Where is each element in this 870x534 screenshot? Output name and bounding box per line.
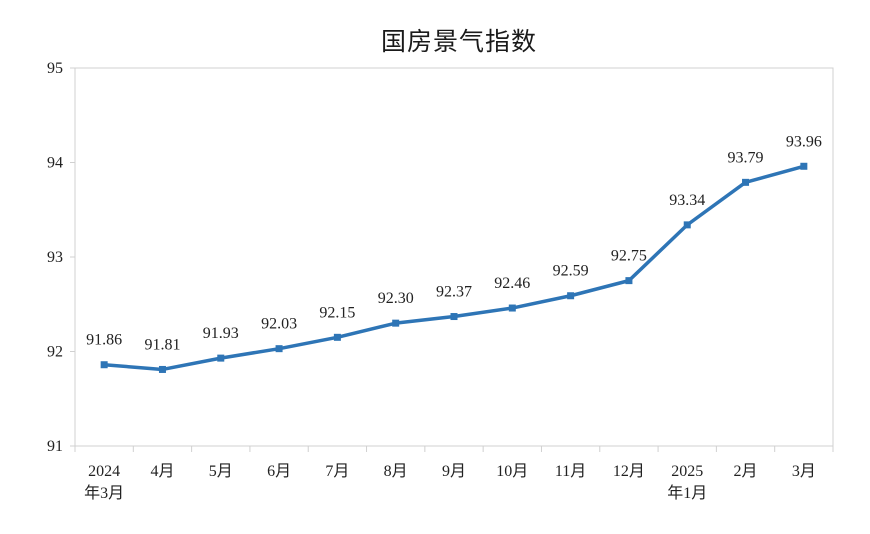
x-tick-label: 12月 <box>613 463 645 480</box>
x-tick-label: 5月 <box>209 463 233 480</box>
y-axis-ticks: 91 92 93 94 95 <box>47 60 75 455</box>
data-point-marker <box>683 221 691 229</box>
x-tick-label: 11月 <box>555 463 586 480</box>
x-tick-label: 8月 <box>384 463 408 480</box>
data-point-marker <box>275 345 283 353</box>
plot-area-frame <box>74 67 834 447</box>
data-point-marker <box>625 277 633 285</box>
x-tick-label: 7月 <box>325 463 349 480</box>
chart-title: 国房景气指数 <box>380 27 537 56</box>
data-label: 91.93 <box>203 325 239 342</box>
x-tick-label: 年3月 <box>84 484 124 502</box>
data-label: 91.86 <box>86 332 122 349</box>
y-tick-label: 91 <box>47 438 63 455</box>
data-point-marker <box>392 319 400 327</box>
x-tick-label: 10月 <box>496 463 528 480</box>
data-point-marker <box>800 162 808 170</box>
x-tick-label: 2025 <box>671 463 703 480</box>
data-label: 92.59 <box>553 263 589 280</box>
x-tick-label: 6月 <box>267 463 291 480</box>
y-tick-label: 95 <box>47 60 63 77</box>
data-label: 91.81 <box>144 336 180 353</box>
data-label: 92.46 <box>494 275 530 292</box>
y-tick-label: 92 <box>47 344 63 361</box>
data-point-marker <box>567 292 575 300</box>
data-label: 92.30 <box>378 290 414 307</box>
data-point-marker <box>100 361 108 369</box>
data-point-marker <box>742 178 750 186</box>
data-point-marker <box>450 313 458 321</box>
x-tick-label: 9月 <box>442 463 466 480</box>
data-label: 92.03 <box>261 316 297 333</box>
data-labels: 91.86 91.81 91.93 92.03 92.15 92.30 92.37 92.46… <box>86 133 822 353</box>
x-tick-label: 2024 <box>88 463 120 480</box>
data-point-marker <box>217 354 225 362</box>
x-tick-label: 3月 <box>792 463 816 480</box>
data-label: 93.79 <box>728 149 764 166</box>
x-axis-ticks: 2024 年3月 4月 5月 6月 7月 8月 9月 10月 11月 12月 2025 年1月 2月 3月 <box>74 446 834 502</box>
x-tick-label: 2月 <box>734 463 758 480</box>
y-tick-label: 94 <box>47 155 63 172</box>
data-label: 92.75 <box>611 248 647 265</box>
x-tick-label: 年1月 <box>667 484 707 502</box>
data-label: 93.34 <box>669 192 705 209</box>
data-label: 92.37 <box>436 284 472 301</box>
y-tick-label: 93 <box>47 249 63 266</box>
data-point-marker <box>158 365 166 373</box>
data-label: 92.15 <box>319 304 355 321</box>
data-point-marker <box>333 333 341 341</box>
data-point-marker <box>508 304 516 312</box>
x-tick-label: 4月 <box>150 463 174 480</box>
series-group <box>100 162 808 373</box>
data-label: 93.96 <box>786 133 822 150</box>
